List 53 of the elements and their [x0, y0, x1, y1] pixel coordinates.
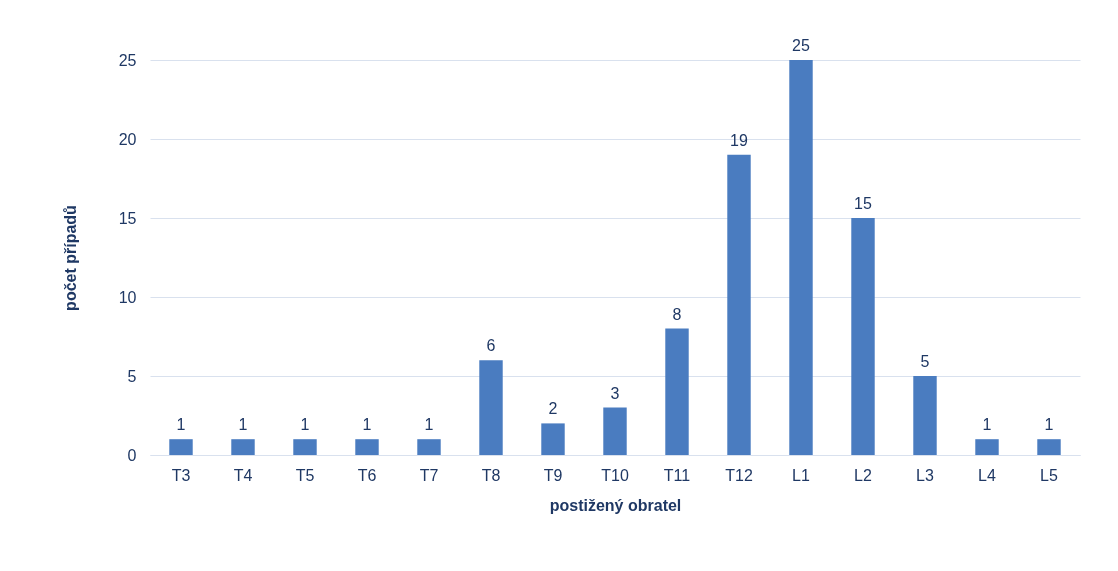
data-label: 19	[730, 131, 748, 149]
x-tick-label: T6	[357, 466, 377, 484]
bar	[293, 439, 317, 455]
x-axis-title: postižený obratel	[549, 496, 682, 514]
bar	[975, 439, 999, 455]
x-tick-label: T9	[543, 466, 563, 484]
data-label: 2	[548, 400, 558, 418]
y-axis-title: počet případů	[61, 205, 79, 311]
bar	[1037, 439, 1061, 455]
bar	[355, 439, 379, 455]
data-label: 1	[424, 416, 434, 434]
data-label: 3	[610, 384, 620, 402]
y-tick-label: 25	[118, 51, 137, 69]
bar	[665, 328, 689, 455]
bar	[417, 439, 441, 455]
data-label: 25	[792, 37, 810, 54]
data-label: 1	[176, 416, 186, 434]
data-label: 1	[300, 416, 310, 434]
x-tick-label: T3	[171, 466, 191, 484]
x-tick-label: L3	[916, 466, 934, 484]
data-label: 5	[920, 353, 930, 370]
y-tick-label: 15	[118, 209, 137, 227]
x-tick-label: L1	[792, 466, 810, 484]
x-tick-label: T8	[481, 466, 501, 484]
data-label: 1	[982, 416, 992, 434]
x-tick-label: T11	[663, 466, 691, 484]
x-tick-label: T5	[295, 466, 315, 484]
bar	[851, 218, 875, 455]
x-tick-label: L2	[854, 466, 872, 484]
data-label: 15	[854, 195, 872, 212]
bar	[913, 376, 937, 455]
data-label: 6	[486, 337, 496, 355]
data-label: 1	[238, 416, 248, 434]
data-label: 1	[362, 416, 372, 434]
bar	[789, 60, 813, 455]
x-tick-label: T10	[601, 466, 629, 484]
bar	[169, 439, 193, 455]
x-tick-label: T4	[233, 466, 253, 484]
y-tick-label: 20	[118, 130, 137, 148]
bar	[231, 439, 255, 455]
bar	[603, 407, 627, 455]
y-tick-label: 10	[118, 288, 137, 306]
y-tick-label: 5	[127, 367, 137, 385]
bar	[727, 154, 751, 455]
data-label: 8	[672, 305, 682, 323]
x-tick-label: T12	[725, 466, 753, 484]
data-label: 1	[1044, 416, 1054, 434]
x-tick-label: L5	[1040, 466, 1058, 484]
x-tick-label: T7	[419, 466, 439, 484]
bar	[541, 423, 565, 455]
y-tick-label: 0	[127, 446, 137, 464]
bar	[479, 360, 503, 455]
x-tick-label: L4	[978, 466, 996, 484]
